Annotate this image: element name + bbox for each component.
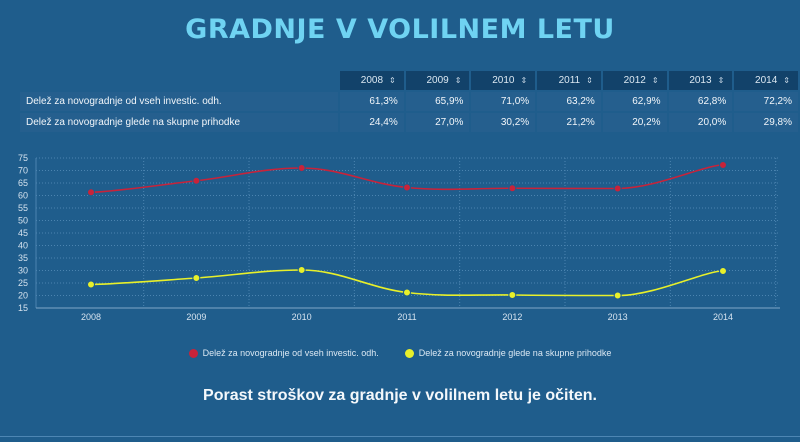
y-tick-label: 20 xyxy=(18,291,28,301)
legend-label: Delež za novogradnje od vseh investic. o… xyxy=(202,348,379,358)
y-tick-label: 40 xyxy=(18,241,28,251)
row-label: Delež za novogradnje od vseh investic. o… xyxy=(20,92,339,111)
divider xyxy=(0,436,800,437)
x-tick-label: 2008 xyxy=(81,312,101,322)
legend-marker-red xyxy=(188,348,198,358)
x-tick-label: 2010 xyxy=(292,312,312,322)
sort-icon: ⇕ xyxy=(783,76,790,85)
data-point xyxy=(403,183,411,192)
data-point xyxy=(297,164,306,172)
y-tick-label: 25 xyxy=(18,278,28,288)
y-tick-label: 35 xyxy=(18,253,28,263)
table-cell: 30,2% xyxy=(471,113,536,132)
table-cell: 21,2% xyxy=(537,113,601,132)
x-tick-label: 2011 xyxy=(397,312,416,322)
table-header-blank xyxy=(20,71,338,90)
y-tick-label: 45 xyxy=(18,228,28,238)
table-cell: 62,9% xyxy=(602,92,667,111)
data-point xyxy=(508,184,517,193)
data-point xyxy=(87,188,95,197)
y-tick-label: 75 xyxy=(18,153,28,163)
legend-marker-yellow xyxy=(404,348,414,358)
y-tick-label: 65 xyxy=(18,178,28,188)
y-tick-label: 15 xyxy=(18,303,28,313)
table-cell: 27,0% xyxy=(405,113,470,132)
data-point xyxy=(719,161,727,169)
column-header[interactable]: 2012 ⇕ xyxy=(602,71,667,90)
data-point xyxy=(613,291,622,300)
column-header[interactable]: 2013 ⇕ xyxy=(668,71,733,90)
y-tick-label: 55 xyxy=(18,203,28,213)
table-cell: 63,2% xyxy=(537,92,601,111)
legend-item[interactable]: Delež za novogradnje od vseh investic. o… xyxy=(188,348,379,358)
x-tick-label: 2014 xyxy=(713,312,733,322)
x-tick-label: 2009 xyxy=(186,312,206,322)
line-chart: 15 20 25 30 35 40 45 50 55 60 65 70 75 2008 2009 2010 20… xyxy=(18,153,780,322)
table-cell: 72,2% xyxy=(734,92,798,111)
row-label: Delež za novogradnje glede na skupne pri… xyxy=(20,113,339,132)
sort-icon: ⇕ xyxy=(651,76,659,85)
table-cell: 20,0% xyxy=(668,113,733,132)
table-cell: 29,8% xyxy=(734,113,798,132)
data-point xyxy=(403,288,411,297)
sort-icon: ⇕ xyxy=(520,76,528,85)
y-tick-label: 70 xyxy=(18,166,28,176)
conclusion-text: Porast stroškov za gradnje v volilnem le… xyxy=(203,387,597,404)
column-header[interactable]: 2014 ⇕ xyxy=(734,71,798,90)
sort-icon: ⇕ xyxy=(454,76,462,85)
data-point xyxy=(508,291,517,299)
table-cell: 24,4% xyxy=(340,113,404,132)
data-point xyxy=(297,266,306,274)
column-header[interactable]: 2009 ⇕ xyxy=(405,71,470,90)
table-cell: 62,8% xyxy=(668,92,733,111)
chart-legend: Delež za novogradnje od vseh investic. o… xyxy=(0,348,800,358)
table-cell: 61,3% xyxy=(340,92,404,111)
sort-icon: ⇕ xyxy=(586,76,593,85)
legend-label: Delež za novogradnje glede na skupne pri… xyxy=(418,348,612,358)
data-point xyxy=(87,280,95,289)
data-table: 2008 ⇕ 2009 ⇕ 2010 ⇕ 2011 ⇕ 2012 ⇕ 2013 ⇕ 2014… xyxy=(18,69,800,134)
y-tick-label: 30 xyxy=(18,266,28,276)
y-tick-label: 50 xyxy=(18,216,28,226)
table-header-row: 2008 ⇕ 2009 ⇕ 2010 ⇕ 2011 ⇕ 2012 ⇕ 2013 ⇕ 2014… xyxy=(20,71,798,90)
sort-icon: ⇕ xyxy=(717,76,725,85)
table-row: Delež za novogradnje glede na skupne pri… xyxy=(20,113,798,132)
data-point xyxy=(719,267,727,275)
table-cell: 65,9% xyxy=(405,92,470,111)
column-header[interactable]: 2011 ⇕ xyxy=(537,71,601,90)
x-tick-label: 2012 xyxy=(502,312,522,322)
table-cell: 20,2% xyxy=(602,113,667,132)
legend-item[interactable]: Delež za novogradnje glede na skupne pri… xyxy=(404,348,612,358)
column-header[interactable]: 2010 ⇕ xyxy=(471,71,536,90)
table-row: Delež za novogradnje od vseh investic. o… xyxy=(20,92,798,111)
column-header[interactable]: 2008 ⇕ xyxy=(340,71,404,90)
page-title: GRADNJE V VOLILNEM LETU xyxy=(185,14,615,45)
y-tick-label: 60 xyxy=(18,191,28,201)
table-cell: 71,0% xyxy=(471,92,536,111)
data-point xyxy=(192,274,201,282)
x-tick-label: 2013 xyxy=(608,312,628,322)
data-point xyxy=(192,176,201,185)
data-point xyxy=(613,184,622,193)
sort-icon: ⇕ xyxy=(389,76,396,85)
